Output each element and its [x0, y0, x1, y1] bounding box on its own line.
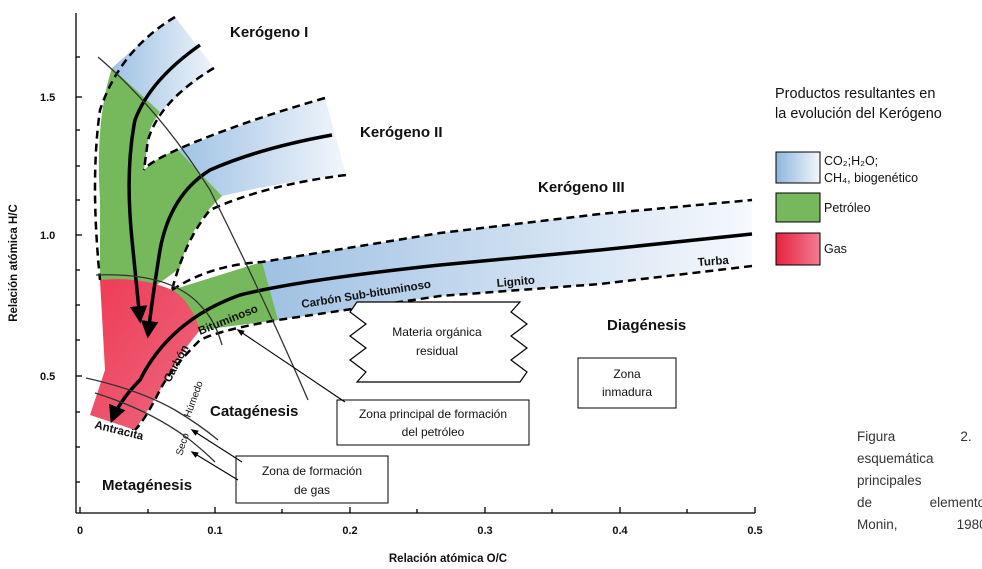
kerogen-ii-biogenic-band: [178, 98, 346, 196]
legend-title-line1: Productos resultantes en: [775, 86, 935, 102]
caption-line-3: principales pro: [857, 473, 982, 488]
y-axis-ticks: [76, 56, 82, 483]
zona-petroleo-line1: Zona principal de formación: [359, 407, 507, 421]
caption-line-1: Figura 2. Dia: [857, 429, 982, 444]
dry-gas-curve: [94, 392, 216, 463]
kerogen-i-label: Kerógeno I: [230, 24, 308, 41]
x-tick-label-0.4: 0.4: [612, 525, 628, 537]
kerogen-ii-label: Kerógeno II: [360, 124, 443, 141]
kerogen-ii-lower-boundary: [170, 173, 347, 291]
kerogen-iii-lower-boundary: [134, 264, 753, 431]
y-tick-label-0.5: 0.5: [40, 371, 55, 383]
gas-window-onset-curve: [95, 274, 223, 346]
gas-pointer-arrow-1: [190, 429, 243, 463]
kerogen-iii-label: Kerógeno III: [538, 179, 625, 196]
kerogen-i-outer-boundary: [93, 15, 176, 281]
kerogen-iii-upper-boundary: [171, 198, 753, 292]
x-tick-label-0: 0: [77, 525, 83, 537]
zona-gas-box: [235, 455, 389, 504]
y-axis-title: Relación atómica H/C: [8, 204, 20, 322]
legend-label-gas: Gas: [824, 242, 847, 256]
legend-swatch-biogenic: [775, 151, 821, 184]
zona-petroleo-box: [336, 399, 530, 446]
x-tick-label-0.1: 0.1: [207, 525, 222, 537]
oil-window-kerogen-i-ii: [98, 68, 222, 290]
x-axis-ticks: [79, 507, 756, 513]
x-tick-label-0.2: 0.2: [342, 525, 357, 537]
metagenesis-onset-curve: [85, 377, 219, 441]
x-tick-label-0.3: 0.3: [477, 525, 492, 537]
humedo-label: Húmedo: [182, 379, 205, 419]
kerogen-i-evolution-path: [127, 43, 202, 324]
y-tick-label-1.5: 1.5: [40, 92, 55, 104]
zona-inmadura-box: [577, 357, 677, 409]
kerogen-iii-biogenic-band: [172, 200, 752, 330]
zona-gas-line1: Zona de formación: [262, 464, 362, 478]
metagenesis-label: Metagénesis: [102, 477, 192, 494]
legend-swatch-gas: [775, 232, 821, 266]
petroleo-pointer-arrow: [236, 329, 346, 403]
legend-swatch-oil: [775, 192, 821, 223]
legend-label-oil: Petróleo: [824, 201, 871, 215]
oil-window-kerogen-iii: [172, 262, 278, 330]
kerogen-ii-evolution-path: [140, 133, 333, 339]
catagenesis-label: Catagénesis: [210, 403, 298, 420]
zona-inmadura-line2: inmadura: [602, 385, 652, 399]
kerogen-i-biogenic-band: [112, 17, 214, 112]
zona-gas-line2: de gas: [294, 483, 330, 497]
materia-organica-line2: residual: [416, 344, 458, 358]
diagenesis-label: Diagénesis: [607, 317, 686, 334]
legend-label-biogenic-line2: CH₄, biogenético: [824, 171, 918, 185]
materia-organica-zigzag-box: [349, 301, 528, 383]
x-tick-label-0.5: 0.5: [747, 525, 762, 537]
zona-inmadura-line1: Zona: [613, 367, 641, 381]
lignito-label: Lignito: [496, 275, 535, 290]
gas-pointer-arrow-2: [190, 451, 239, 481]
caption-line-5: Monin, 1980; L: [857, 517, 982, 532]
caption-line-2: esquemática d: [857, 451, 982, 466]
figure-caption: Figura 2. Dia esquemática d principales …: [857, 426, 982, 536]
legend-title-line2: la evolución del Kerógeno: [775, 106, 942, 122]
gas-zone: [90, 279, 200, 430]
kerogen-ii-upper-boundary: [142, 96, 326, 171]
x-axis-title: Relación atómica O/C: [389, 553, 507, 565]
legend-label-biogenic-line1: CO₂;H₂O;: [824, 154, 878, 168]
kerogen-iii-evolution-path: [109, 232, 753, 424]
y-tick-label-1.0: 1.0: [40, 230, 55, 242]
seco-label: Seco: [174, 431, 192, 456]
materia-organica-line1: Materia orgánica: [392, 325, 482, 339]
oil-window-onset-curve: [97, 56, 309, 401]
turba-label: Turba: [697, 255, 729, 269]
caption-line-4: de elementos d: [857, 495, 982, 510]
zona-petroleo-line2: del petróleo: [402, 425, 465, 439]
kerogen-i-inner-boundary: [142, 66, 215, 171]
